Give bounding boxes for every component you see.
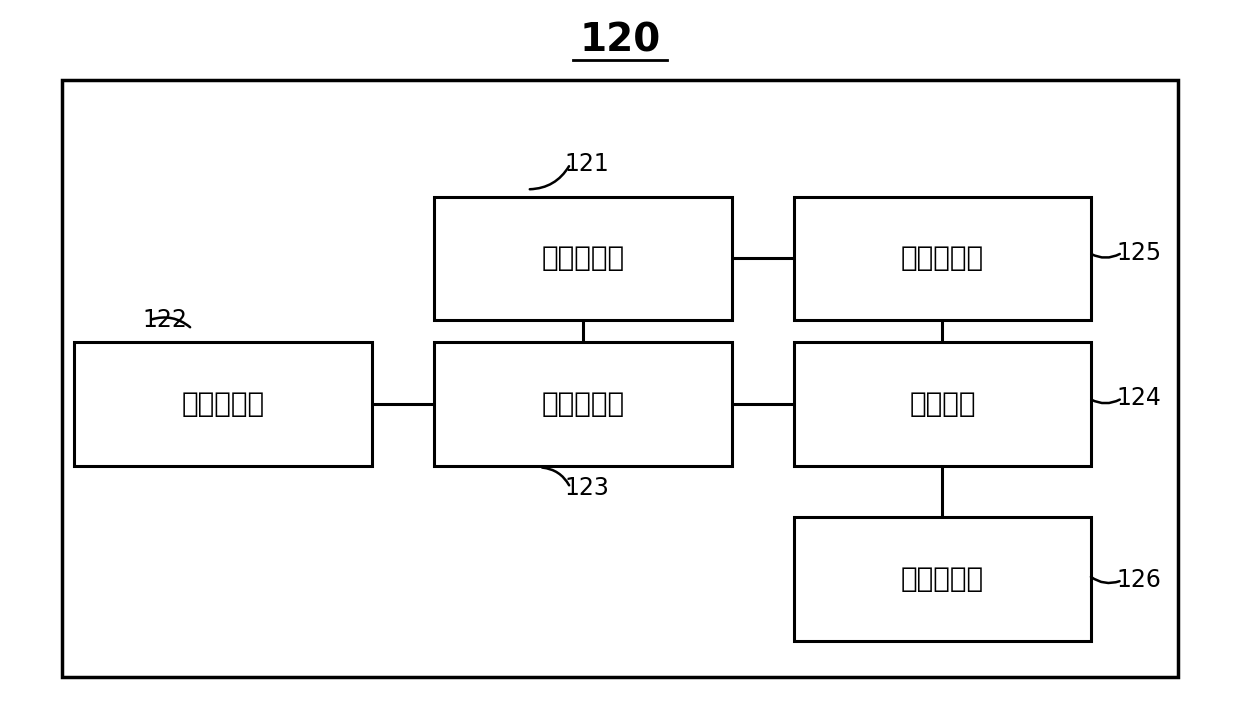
Text: 数据确认部: 数据确认部	[181, 390, 265, 418]
Text: 122: 122	[143, 309, 187, 332]
Text: 数据变换部: 数据变换部	[900, 245, 985, 272]
Text: 数据提取部: 数据提取部	[541, 390, 625, 418]
Text: 121: 121	[564, 152, 609, 175]
Bar	[794, 342, 1091, 466]
Bar	[794, 197, 1091, 320]
Bar	[434, 342, 732, 466]
Text: 125: 125	[1116, 241, 1161, 264]
Text: 发送接收部: 发送接收部	[541, 245, 625, 272]
Text: 123: 123	[564, 476, 609, 499]
Bar	[794, 517, 1091, 641]
Text: 数据删除部: 数据删除部	[900, 565, 985, 593]
Bar	[62, 80, 1178, 677]
Bar	[74, 342, 372, 466]
Text: 120: 120	[579, 21, 661, 59]
Bar	[434, 197, 732, 320]
Text: 126: 126	[1116, 569, 1161, 592]
Text: 存储器部: 存储器部	[909, 390, 976, 418]
Text: 124: 124	[1116, 387, 1161, 410]
